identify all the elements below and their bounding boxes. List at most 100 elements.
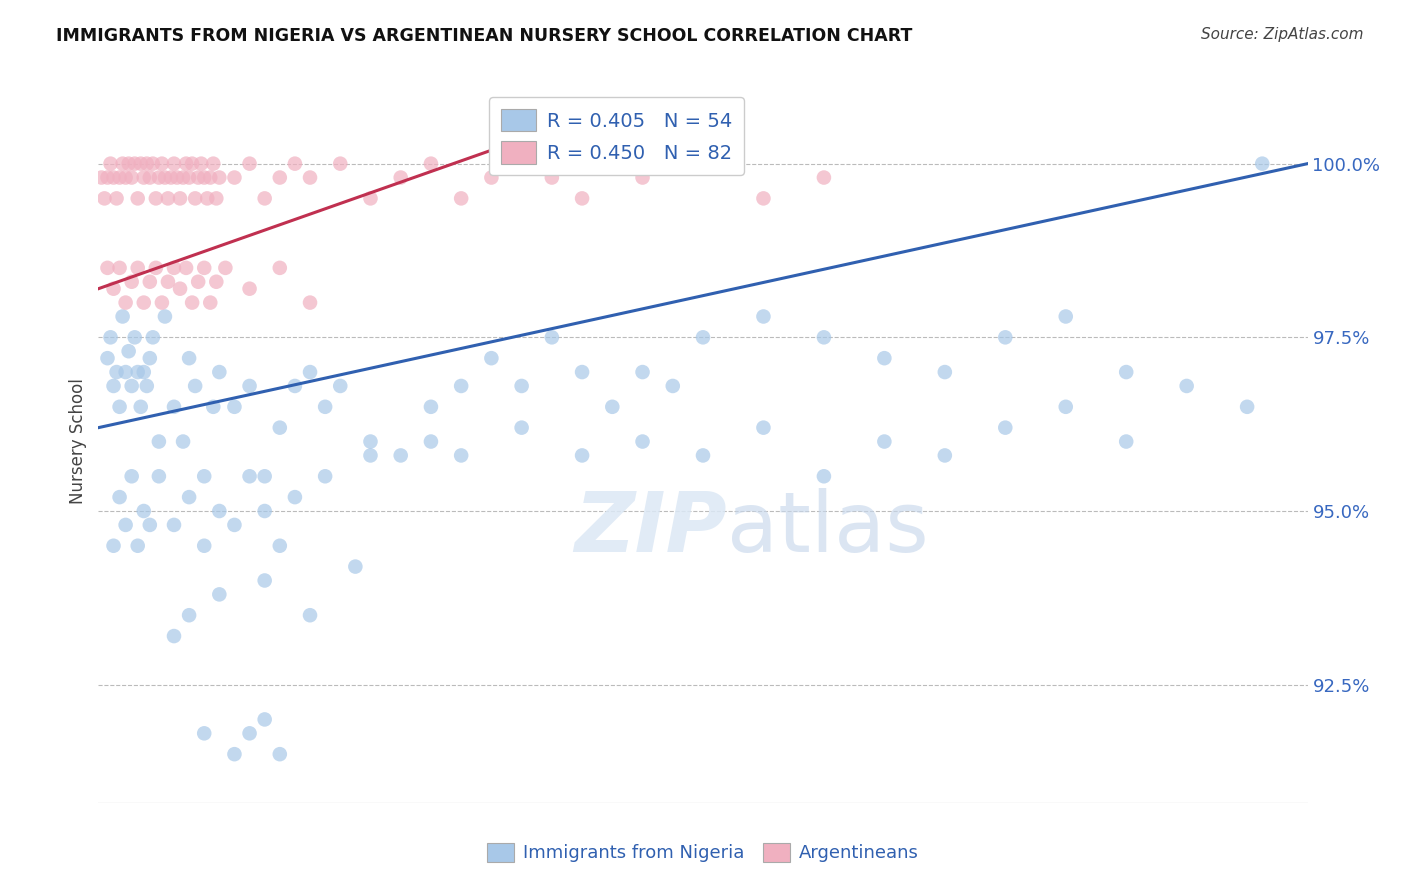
Point <box>224 170 246 185</box>
Point <box>481 170 503 185</box>
Point <box>193 260 215 275</box>
Point <box>389 170 412 185</box>
Point <box>129 156 152 170</box>
Point <box>200 295 222 310</box>
Point <box>450 379 472 393</box>
Point <box>118 156 141 170</box>
Point <box>108 490 131 504</box>
Point <box>105 365 128 379</box>
Point <box>163 400 186 414</box>
Point <box>239 282 262 296</box>
Point <box>121 469 143 483</box>
Point <box>121 379 143 393</box>
Point <box>299 295 322 310</box>
Point <box>1115 434 1137 449</box>
Point <box>934 365 956 379</box>
Point <box>239 379 262 393</box>
Point <box>153 310 176 324</box>
Point <box>118 344 141 359</box>
Point <box>540 330 562 344</box>
Point <box>179 351 201 366</box>
Point <box>239 726 262 740</box>
Point <box>631 365 654 379</box>
Point <box>661 379 683 393</box>
Y-axis label: Nursery School: Nursery School <box>69 378 87 505</box>
Point <box>360 449 382 463</box>
Point <box>692 449 714 463</box>
Text: IMMIGRANTS FROM NIGERIA VS ARGENTINEAN NURSERY SCHOOL CORRELATION CHART: IMMIGRANTS FROM NIGERIA VS ARGENTINEAN N… <box>56 27 912 45</box>
Point <box>208 504 231 518</box>
Point <box>692 330 714 344</box>
Point <box>329 379 352 393</box>
Point <box>202 156 225 170</box>
Point <box>692 156 714 170</box>
Point <box>172 434 194 449</box>
Point <box>127 260 149 275</box>
Point <box>105 191 128 205</box>
Point <box>329 156 352 170</box>
Point <box>224 517 246 532</box>
Point <box>299 365 322 379</box>
Point <box>752 310 775 324</box>
Point <box>269 747 291 761</box>
Point <box>179 490 201 504</box>
Point <box>752 420 775 434</box>
Point <box>108 170 131 185</box>
Point <box>752 191 775 205</box>
Legend: R = 0.405   N = 54, R = 0.450   N = 82: R = 0.405 N = 54, R = 0.450 N = 82 <box>489 97 744 175</box>
Point <box>163 517 186 532</box>
Point <box>269 170 291 185</box>
Point <box>184 379 207 393</box>
Point <box>121 170 143 185</box>
Point <box>139 517 162 532</box>
Point <box>873 351 896 366</box>
Point <box>163 260 186 275</box>
Point <box>284 379 307 393</box>
Point <box>179 608 201 623</box>
Point <box>181 156 204 170</box>
Text: Source: ZipAtlas.com: Source: ZipAtlas.com <box>1201 27 1364 42</box>
Point <box>1175 379 1198 393</box>
Point <box>284 156 307 170</box>
Point <box>994 330 1017 344</box>
Point <box>631 434 654 449</box>
Point <box>269 539 291 553</box>
Point <box>163 156 186 170</box>
Point <box>994 420 1017 434</box>
Point <box>187 170 209 185</box>
Point <box>121 275 143 289</box>
Point <box>253 713 276 727</box>
Point <box>224 400 246 414</box>
Point <box>314 469 336 483</box>
Point <box>510 420 533 434</box>
Point <box>420 400 443 414</box>
Point <box>103 170 125 185</box>
Point <box>813 469 835 483</box>
Point <box>420 156 443 170</box>
Point <box>148 170 170 185</box>
Point <box>208 587 231 601</box>
Point <box>813 330 835 344</box>
Point <box>193 469 215 483</box>
Point <box>420 434 443 449</box>
Point <box>571 449 593 463</box>
Point <box>142 330 165 344</box>
Point <box>135 379 157 393</box>
Point <box>1236 400 1258 414</box>
Point <box>450 449 472 463</box>
Point <box>172 170 194 185</box>
Point <box>344 559 367 574</box>
Point <box>299 170 322 185</box>
Point <box>1054 310 1077 324</box>
Point <box>174 156 197 170</box>
Point <box>193 170 215 185</box>
Point <box>184 191 207 205</box>
Point <box>208 170 231 185</box>
Point <box>481 351 503 366</box>
Point <box>148 469 170 483</box>
Point <box>127 191 149 205</box>
Point <box>114 365 136 379</box>
Point <box>139 170 162 185</box>
Point <box>156 191 179 205</box>
Point <box>100 156 122 170</box>
